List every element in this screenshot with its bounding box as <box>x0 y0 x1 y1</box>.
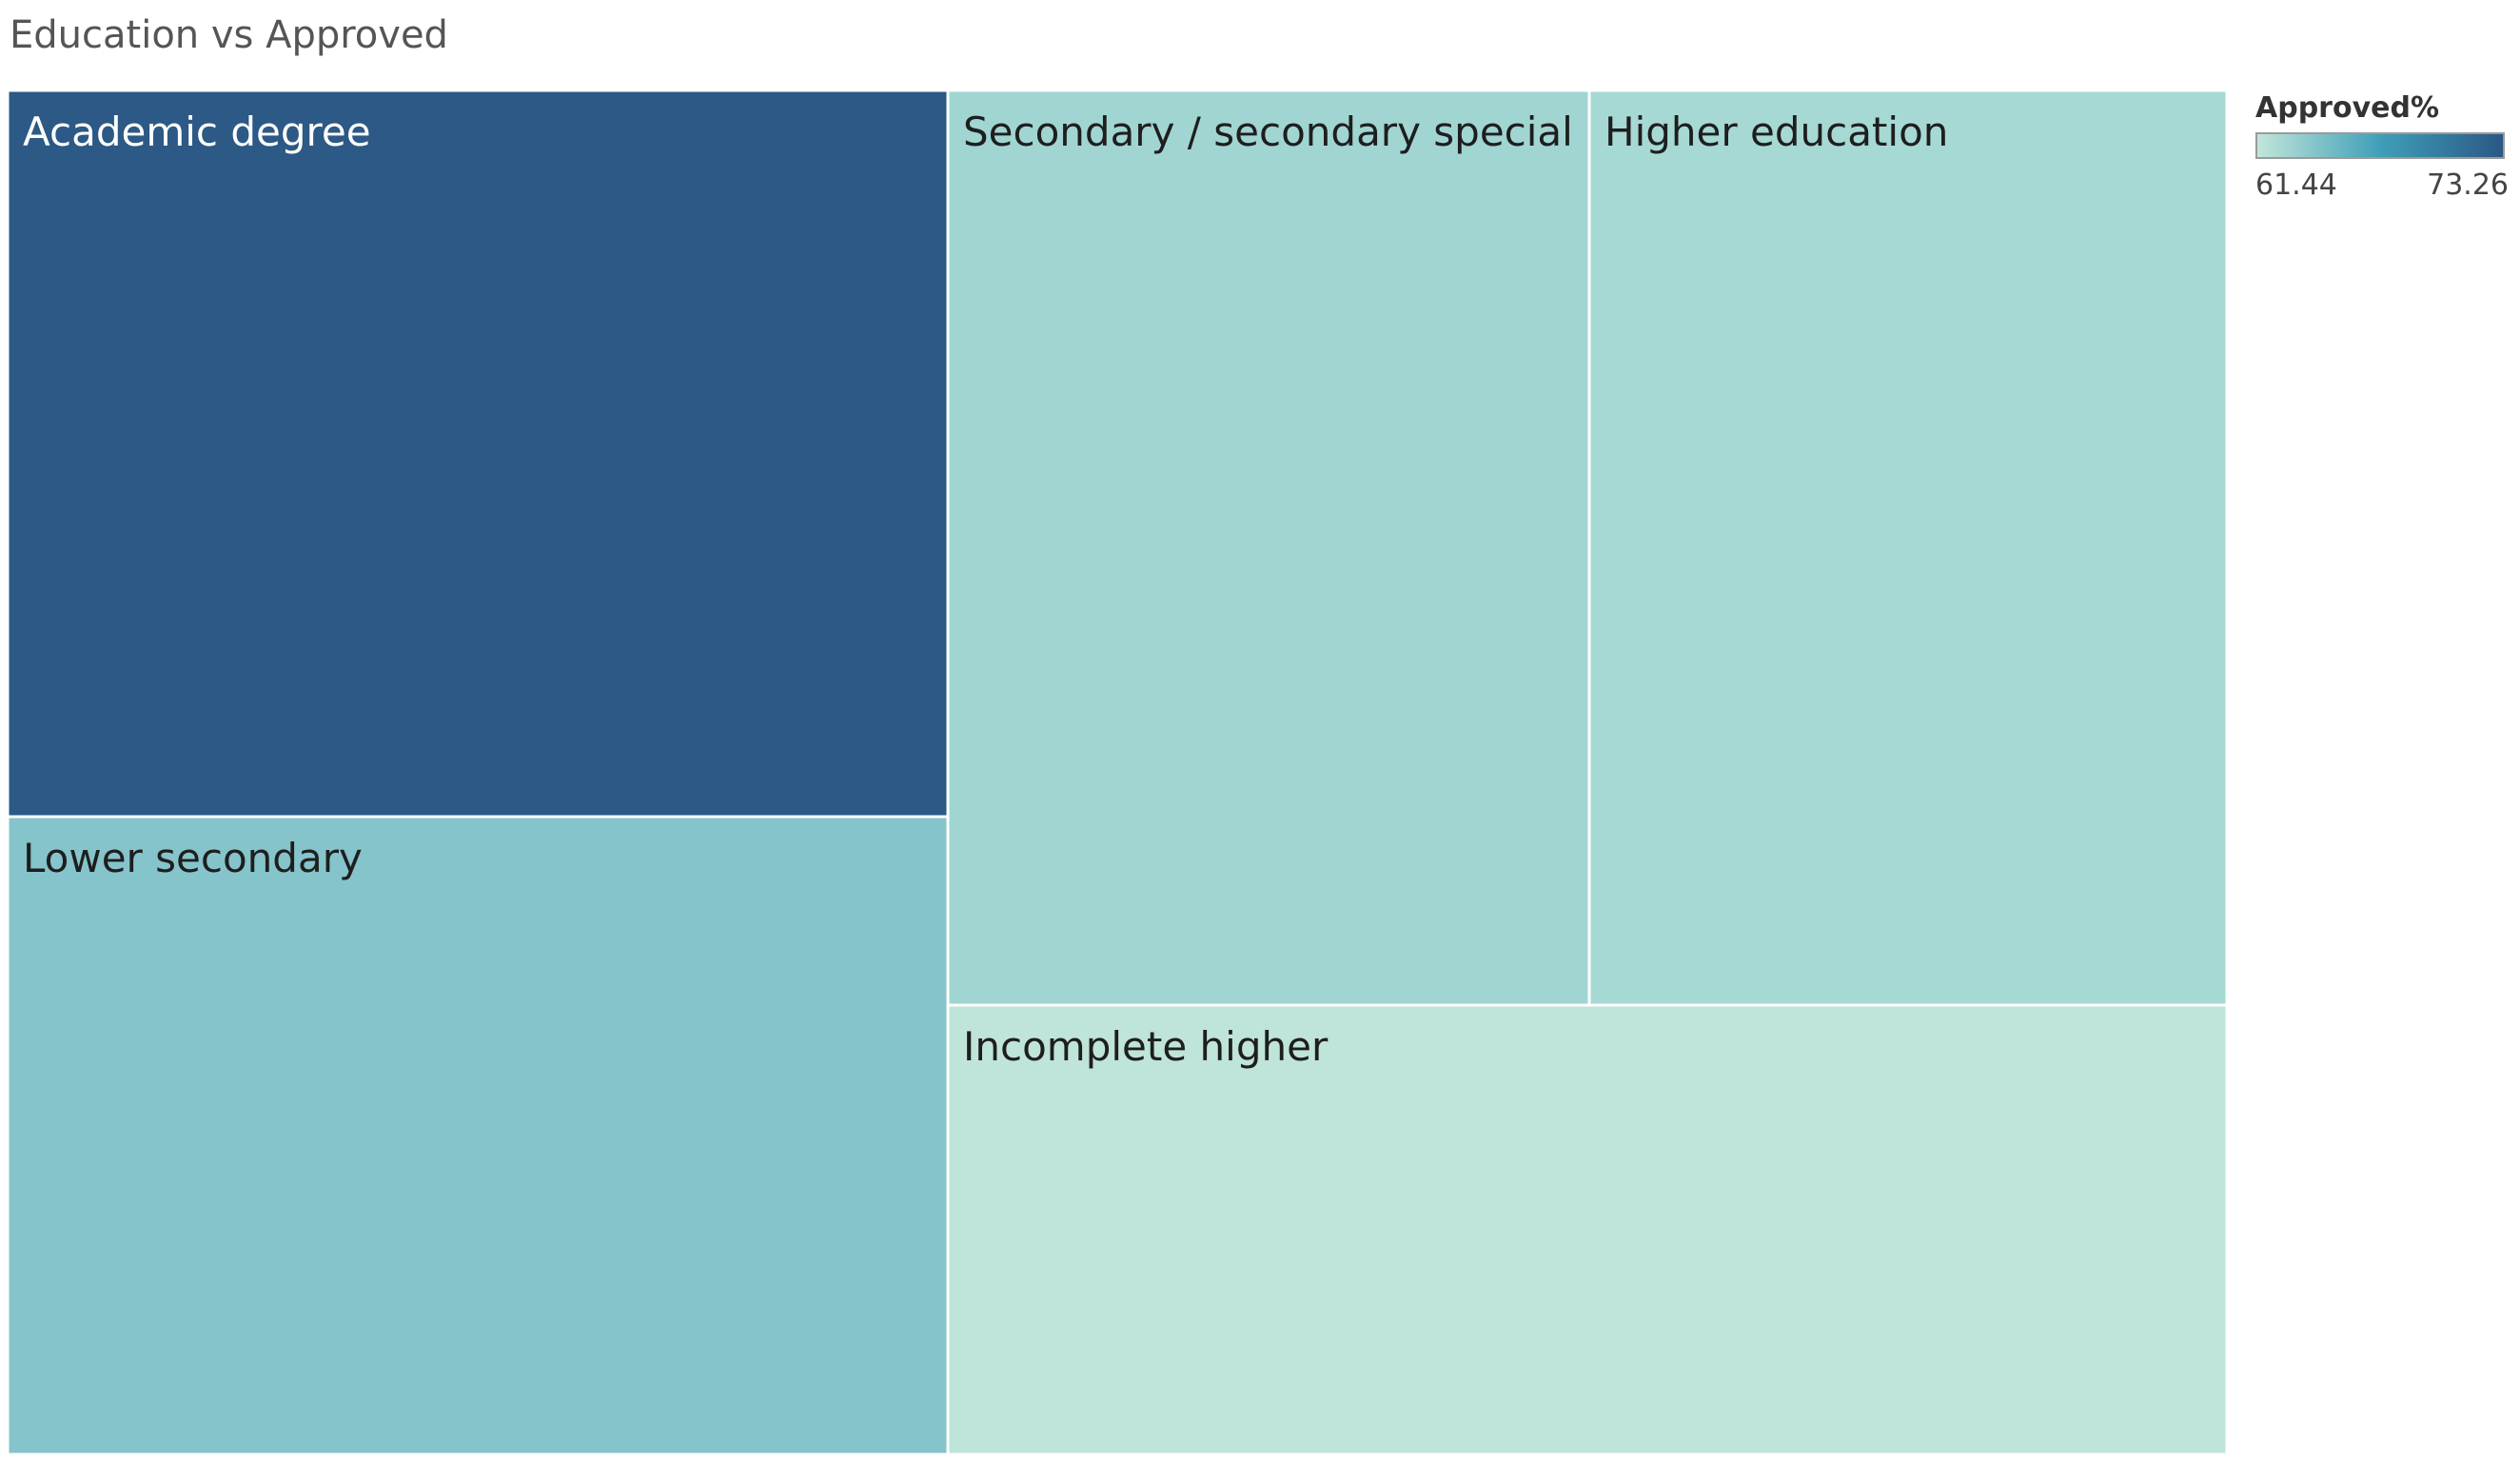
treemap-tile-secondary-secondary-special[interactable] <box>946 89 1591 1007</box>
treemap-label-secondary-secondary-special: Secondary / secondary special <box>963 109 1573 155</box>
color-legend: Approved% 61.44 73.26 <box>2255 91 2512 202</box>
legend-title: Approved% <box>2255 91 2440 125</box>
chart-title: Education vs Approved <box>10 13 448 57</box>
legend-min-label: 61.44 <box>2255 168 2337 202</box>
treemap-label-lower-secondary: Lower secondary <box>23 835 363 881</box>
treemap-tile-incomplete-higher[interactable] <box>946 1003 2229 1456</box>
treemap-label-academic-degree: Academic degree <box>23 109 371 155</box>
treemap-tile-academic-degree[interactable] <box>6 89 950 819</box>
treemap-label-higher-education: Higher education <box>1605 109 1948 155</box>
legend-max-label: 73.26 <box>2427 168 2509 202</box>
treemap-tile-lower-secondary[interactable] <box>6 815 950 1456</box>
legend-labels: 61.44 73.26 <box>2255 168 2509 202</box>
treemap-tile-higher-education[interactable] <box>1587 89 2229 1007</box>
legend-gradient-bar <box>2255 132 2505 159</box>
treemap-label-incomplete-higher: Incomplete higher <box>963 1023 1329 1070</box>
